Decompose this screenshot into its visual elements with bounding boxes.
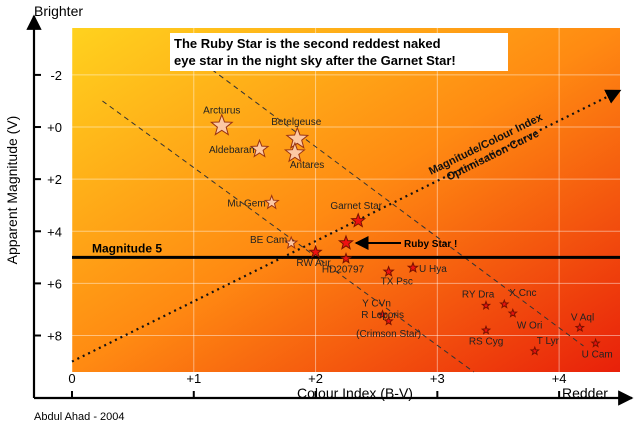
- credit-label: Abdul Ahad - 2004: [34, 411, 125, 423]
- star-label-garnet-star: Garnet Star: [330, 201, 382, 212]
- y-tick-label: +4: [47, 224, 62, 239]
- star-label-crimson-star: (Crimson Star): [356, 329, 421, 340]
- star-rs-cyg: [480, 324, 492, 335]
- star-v-aql: [574, 322, 585, 333]
- star-mu-gem: [263, 194, 280, 210]
- title-background: [170, 33, 508, 71]
- star-label-mu-gem: Mu Gem: [227, 199, 265, 210]
- x-tick-label: +4: [552, 371, 567, 386]
- star-label-arcturus: Arcturus: [203, 106, 240, 117]
- ruby-star-annotation: Ruby Star !: [354, 236, 457, 250]
- star-label-w-ori: W Ori: [517, 320, 543, 331]
- dashed-bounds: [102, 69, 584, 373]
- y-axis-label: Apparent Magnitude (V): [4, 116, 20, 265]
- dashed-bound-0: [102, 100, 475, 373]
- chart-title-line-2: eye star in the night sky after the Garn…: [174, 53, 456, 68]
- y-tick-label: +0: [47, 120, 62, 135]
- star-betelgeuse: [285, 126, 310, 149]
- star-u-cam: [590, 337, 601, 348]
- ruby-star-label: Ruby Star !: [404, 239, 457, 250]
- grid-lines: [71, 28, 620, 372]
- star-w-ori: [507, 308, 518, 318]
- star-rw-aur: [308, 244, 323, 259]
- y-tick-label: +6: [47, 276, 62, 291]
- x-tick-label: 0: [68, 371, 75, 386]
- brighter-label: Brighter: [34, 3, 83, 19]
- chart-title-box: The Ruby Star is the second reddest nake…: [170, 33, 508, 71]
- star-label-rs-cyg: RS Cyg: [469, 336, 503, 347]
- star-tx-psc: [382, 265, 395, 277]
- plot-background: [72, 28, 620, 372]
- star-y-cvn: [377, 309, 388, 320]
- chart-title-line-1: The Ruby Star is the second reddest nake…: [174, 36, 441, 51]
- x-tick-label: +3: [430, 371, 445, 386]
- star-ry-dra: [480, 299, 492, 310]
- star-label-u-cam: U Cam: [582, 349, 613, 360]
- x-tick-label: +2: [308, 371, 323, 386]
- star-label-tx-psc: TX Psc: [381, 277, 413, 288]
- star-hd20797: [339, 252, 353, 264]
- star-hd207076: [337, 234, 355, 250]
- star-label-aldebaran: Aldebaran: [209, 145, 255, 156]
- star-t-lyr: [529, 345, 540, 356]
- star-x-cnc: [499, 298, 510, 309]
- star-label-v-aql: V Aql: [571, 313, 594, 324]
- star-antares: [283, 141, 306, 163]
- star-be-cam: [284, 235, 299, 250]
- axes: [26, 14, 634, 406]
- star-garnet-star: [350, 212, 367, 228]
- star-label-be-cam: BE Cam: [250, 235, 287, 246]
- y-tick-label: -2: [50, 68, 62, 83]
- star-arcturus: [209, 113, 234, 136]
- star-label-u-hya: U Hya: [419, 264, 447, 275]
- star-aldebaran: [249, 138, 270, 158]
- x-tick-label: +1: [186, 371, 201, 386]
- redder-label: Redder: [562, 385, 608, 401]
- x-axis-label: Colour Index (B-V): [297, 385, 413, 401]
- star-label-ry-dra: RY Dra: [462, 290, 495, 301]
- magnitude-5-label: Magnitude 5: [92, 241, 162, 255]
- star-label-y-cvn: Y CVn: [362, 299, 391, 310]
- star-points: Arcturus Betelgeuse Aldebaran Antares Mu Gem…: [203, 106, 613, 361]
- y-tick-label: +2: [47, 172, 62, 187]
- star-label-hd20797: HD20797: [322, 265, 365, 276]
- star-label-rw-aur: RW Aur: [296, 258, 331, 269]
- star-label-t-lyr: T Lyr: [537, 336, 560, 347]
- star-label-r-leporis: R Leporis: [361, 310, 404, 321]
- star-label-antares: Antares: [290, 160, 324, 171]
- star-u-hya: [406, 261, 420, 273]
- y-tick-label: +8: [47, 329, 62, 344]
- star-r-leporis: [383, 315, 394, 326]
- star-label-betelgeuse: Betelgeuse: [271, 117, 321, 128]
- axis-ticks: -2 +0 +2 +4 +6 +8 0 +1 +2 +3 +4: [34, 68, 567, 398]
- star-label-x-cnc: X Cnc: [509, 288, 536, 299]
